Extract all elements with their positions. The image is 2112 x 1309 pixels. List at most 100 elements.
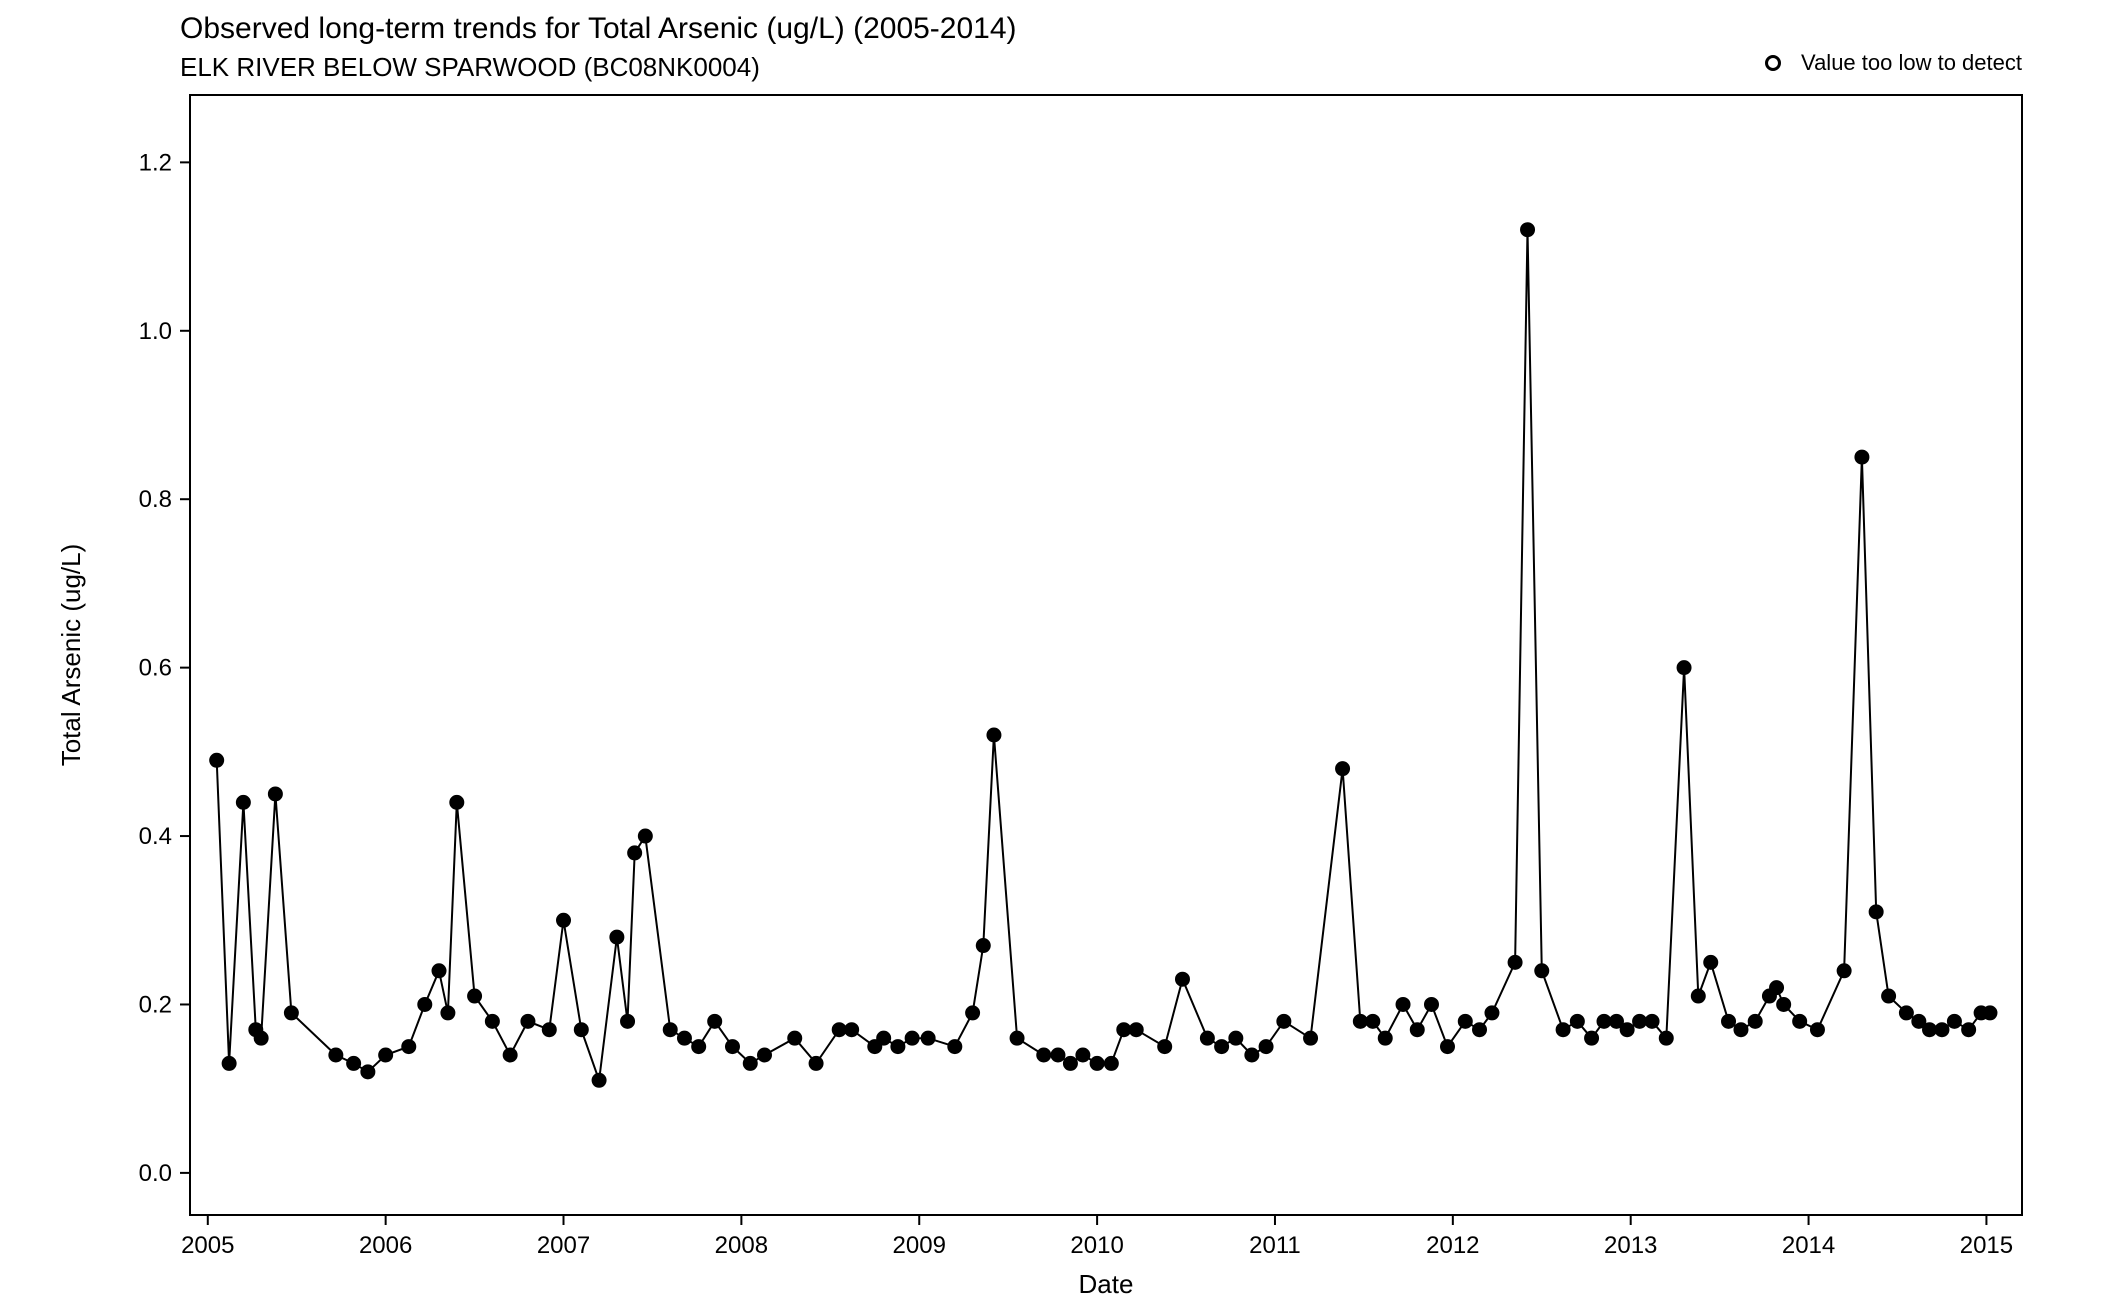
- data-point: [788, 1031, 802, 1045]
- data-point: [254, 1031, 268, 1045]
- data-point: [361, 1065, 375, 1079]
- data-point: [1215, 1040, 1229, 1054]
- data-point: [1485, 1006, 1499, 1020]
- data-point: [1063, 1056, 1077, 1070]
- data-point: [1923, 1023, 1937, 1037]
- x-axis-label: Date: [1079, 1269, 1134, 1299]
- svg-text:2012: 2012: [1426, 1232, 1479, 1259]
- data-point: [638, 829, 652, 843]
- data-point: [450, 795, 464, 809]
- data-point: [905, 1031, 919, 1045]
- svg-text:0.2: 0.2: [139, 991, 172, 1018]
- data-point: [1810, 1023, 1824, 1037]
- data-point: [677, 1031, 691, 1045]
- data-point: [1983, 1006, 1997, 1020]
- data-point: [1869, 905, 1883, 919]
- data-point: [1748, 1014, 1762, 1028]
- data-point: [1659, 1031, 1673, 1045]
- data-point: [1508, 955, 1522, 969]
- data-point: [1620, 1023, 1634, 1037]
- chart-svg: 2005200620072008200920102011201220132014…: [0, 0, 2112, 1309]
- data-point: [987, 728, 1001, 742]
- data-point: [1458, 1014, 1472, 1028]
- svg-text:2011: 2011: [1249, 1232, 1301, 1259]
- data-point: [1353, 1014, 1367, 1028]
- series-line: [217, 230, 1990, 1081]
- data-point: [1424, 997, 1438, 1011]
- data-point: [1129, 1023, 1143, 1037]
- svg-text:0.4: 0.4: [139, 823, 172, 850]
- data-point: [1837, 964, 1851, 978]
- data-point: [1899, 1006, 1913, 1020]
- data-point: [441, 1006, 455, 1020]
- data-point: [468, 989, 482, 1003]
- data-point: [1336, 762, 1350, 776]
- data-point: [432, 964, 446, 978]
- svg-text:2008: 2008: [715, 1232, 768, 1259]
- data-point: [809, 1056, 823, 1070]
- data-point: [663, 1023, 677, 1037]
- data-point: [503, 1048, 517, 1062]
- data-point: [628, 846, 642, 860]
- data-point: [708, 1014, 722, 1028]
- svg-text:1.2: 1.2: [139, 149, 172, 176]
- data-point: [1366, 1014, 1380, 1028]
- data-point: [1962, 1023, 1976, 1037]
- svg-text:2010: 2010: [1070, 1232, 1123, 1259]
- data-point: [1396, 997, 1410, 1011]
- y-axis-label: Total Arsenic (ug/L): [56, 544, 86, 767]
- svg-text:1.0: 1.0: [139, 318, 172, 345]
- data-point: [1570, 1014, 1584, 1028]
- data-point: [1947, 1014, 1961, 1028]
- data-point: [743, 1056, 757, 1070]
- svg-text:2015: 2015: [1960, 1232, 2013, 1259]
- data-point: [891, 1040, 905, 1054]
- svg-text:2006: 2006: [359, 1232, 412, 1259]
- svg-text:2014: 2014: [1782, 1232, 1835, 1259]
- data-point: [1051, 1048, 1065, 1062]
- data-point: [1677, 661, 1691, 675]
- data-point: [1229, 1031, 1243, 1045]
- data-point: [1855, 450, 1869, 464]
- data-point: [418, 997, 432, 1011]
- data-point: [1777, 997, 1791, 1011]
- svg-text:0.8: 0.8: [139, 486, 172, 513]
- data-point: [1521, 223, 1535, 237]
- data-point: [1793, 1014, 1807, 1028]
- data-point: [1090, 1056, 1104, 1070]
- data-point: [1259, 1040, 1273, 1054]
- data-point: [758, 1048, 772, 1062]
- data-point: [845, 1023, 859, 1037]
- data-point: [921, 1031, 935, 1045]
- data-point: [1440, 1040, 1454, 1054]
- data-point: [1410, 1023, 1424, 1037]
- data-point: [1556, 1023, 1570, 1037]
- data-point: [210, 753, 224, 767]
- svg-text:0.0: 0.0: [139, 1160, 172, 1187]
- data-point: [557, 913, 571, 927]
- data-point: [1935, 1023, 1949, 1037]
- data-point: [1378, 1031, 1392, 1045]
- data-point: [402, 1040, 416, 1054]
- data-point: [379, 1048, 393, 1062]
- data-point: [236, 795, 250, 809]
- svg-text:2013: 2013: [1604, 1232, 1657, 1259]
- data-point: [966, 1006, 980, 1020]
- svg-text:2009: 2009: [893, 1232, 946, 1259]
- data-point: [725, 1040, 739, 1054]
- data-point: [1722, 1014, 1736, 1028]
- data-point: [1473, 1023, 1487, 1037]
- data-point: [1200, 1031, 1214, 1045]
- data-point: [1882, 989, 1896, 1003]
- data-point: [1304, 1031, 1318, 1045]
- data-point: [222, 1056, 236, 1070]
- data-point: [284, 1006, 298, 1020]
- data-point: [592, 1073, 606, 1087]
- data-point: [1010, 1031, 1024, 1045]
- data-point: [1076, 1048, 1090, 1062]
- data-point: [621, 1014, 635, 1028]
- data-point: [1597, 1014, 1611, 1028]
- data-point: [610, 930, 624, 944]
- data-point: [347, 1056, 361, 1070]
- data-point: [329, 1048, 343, 1062]
